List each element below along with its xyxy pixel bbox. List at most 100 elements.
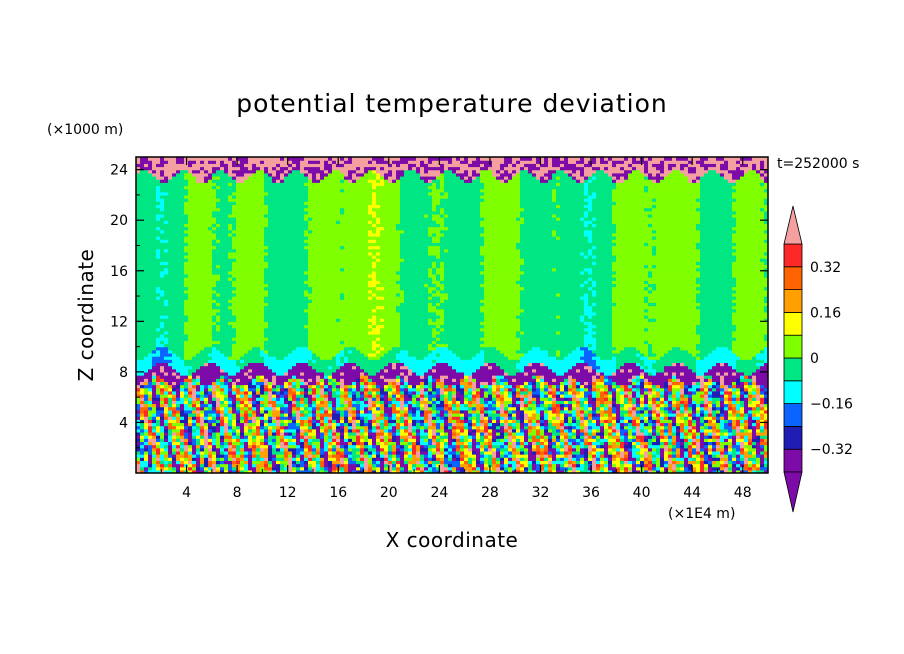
- field-cell: [224, 457, 229, 461]
- field-cell: [184, 454, 189, 458]
- field-cell: [524, 454, 529, 458]
- field-cell: [536, 460, 541, 465]
- field-cell: [280, 457, 285, 461]
- field-cell: [592, 466, 597, 471]
- field-cell: [256, 469, 261, 473]
- field-cell: [220, 463, 225, 468]
- field-cell: [760, 457, 765, 461]
- field-cell: [404, 463, 409, 468]
- field-cell: [720, 450, 725, 455]
- field-cell: [408, 454, 413, 458]
- field-cell: [624, 435, 629, 439]
- field-cell: [324, 438, 329, 442]
- field-cell: [372, 457, 377, 461]
- field-cell: [432, 454, 437, 458]
- field-cell: [568, 431, 573, 436]
- field-cell: [464, 441, 469, 446]
- field-cell: [268, 454, 273, 458]
- field-cell: [448, 454, 453, 458]
- field-cell: [668, 466, 673, 471]
- field-cell: [564, 460, 569, 465]
- field-cell: [676, 447, 681, 452]
- field-cell: [516, 444, 521, 449]
- field-cell: [452, 438, 457, 442]
- field-cell: [340, 438, 345, 442]
- field-cell: [620, 447, 625, 452]
- field-cell: [576, 438, 581, 442]
- field-cell: [420, 450, 425, 455]
- field-cell: [500, 447, 505, 452]
- field-cell: [404, 438, 409, 442]
- field-cell: [668, 444, 673, 449]
- field-cell: [232, 428, 237, 433]
- field-cell: [480, 444, 485, 449]
- field-cell: [564, 466, 569, 471]
- field-cell: [568, 444, 573, 449]
- field-cell: [660, 466, 665, 471]
- field-cell: [144, 450, 149, 455]
- field-cell: [440, 447, 445, 452]
- field-cell: [140, 463, 145, 468]
- field-cell: [144, 457, 149, 461]
- field-cell: [672, 450, 677, 455]
- field-cell: [524, 469, 529, 473]
- field-cell: [296, 431, 301, 436]
- field-cell: [452, 431, 457, 436]
- field-cell: [504, 463, 509, 468]
- field-cell: [760, 441, 765, 446]
- field-cell: [608, 444, 613, 449]
- field-cell: [604, 457, 609, 461]
- field-cell: [572, 435, 577, 439]
- field-cell: [592, 447, 597, 452]
- field-cell: [704, 431, 709, 436]
- field-cell: [496, 466, 501, 471]
- field-cell: [408, 441, 413, 446]
- field-cell: [208, 428, 213, 433]
- field-cell: [224, 450, 229, 455]
- field-cell: [188, 457, 193, 461]
- field-cell: [224, 441, 229, 446]
- field-cell: [696, 469, 701, 473]
- field-cell: [552, 438, 557, 442]
- field-cell: [740, 444, 745, 449]
- field-cell: [668, 435, 673, 439]
- field-cell: [196, 441, 201, 446]
- field-cell: [728, 469, 733, 473]
- field-cell: [260, 460, 265, 465]
- field-cell: [644, 450, 649, 455]
- field-cell: [372, 463, 377, 468]
- field-cell: [736, 466, 741, 471]
- field-cell: [372, 460, 377, 465]
- field-cell: [192, 450, 197, 455]
- field-cell: [140, 444, 145, 449]
- field-cell: [208, 457, 213, 461]
- field-cell: [528, 469, 533, 473]
- field-cell: [736, 435, 741, 439]
- field-cell: [572, 447, 577, 452]
- field-cell: [396, 469, 401, 473]
- field-cell: [164, 431, 169, 436]
- field-cell: [364, 431, 369, 436]
- field-cell: [756, 466, 761, 471]
- field-cell: [748, 463, 753, 468]
- field-cell: [248, 428, 253, 433]
- field-cell: [436, 460, 441, 465]
- field-cell: [180, 428, 185, 433]
- field-cell: [568, 447, 573, 452]
- field-cell: [628, 438, 633, 442]
- field-cell: [648, 450, 653, 455]
- field-cell: [496, 460, 501, 465]
- field-cell: [436, 444, 441, 449]
- field-cell: [656, 444, 661, 449]
- field-cell: [300, 444, 305, 449]
- field-cell: [476, 438, 481, 442]
- field-cell: [148, 435, 153, 439]
- field-cell: [324, 466, 329, 471]
- field-cell: [208, 435, 213, 439]
- field-cell: [600, 444, 605, 449]
- field-cell: [492, 463, 497, 468]
- field-cell: [340, 460, 345, 465]
- field-cell: [140, 460, 145, 465]
- field-cell: [496, 454, 501, 458]
- field-cell: [372, 441, 377, 446]
